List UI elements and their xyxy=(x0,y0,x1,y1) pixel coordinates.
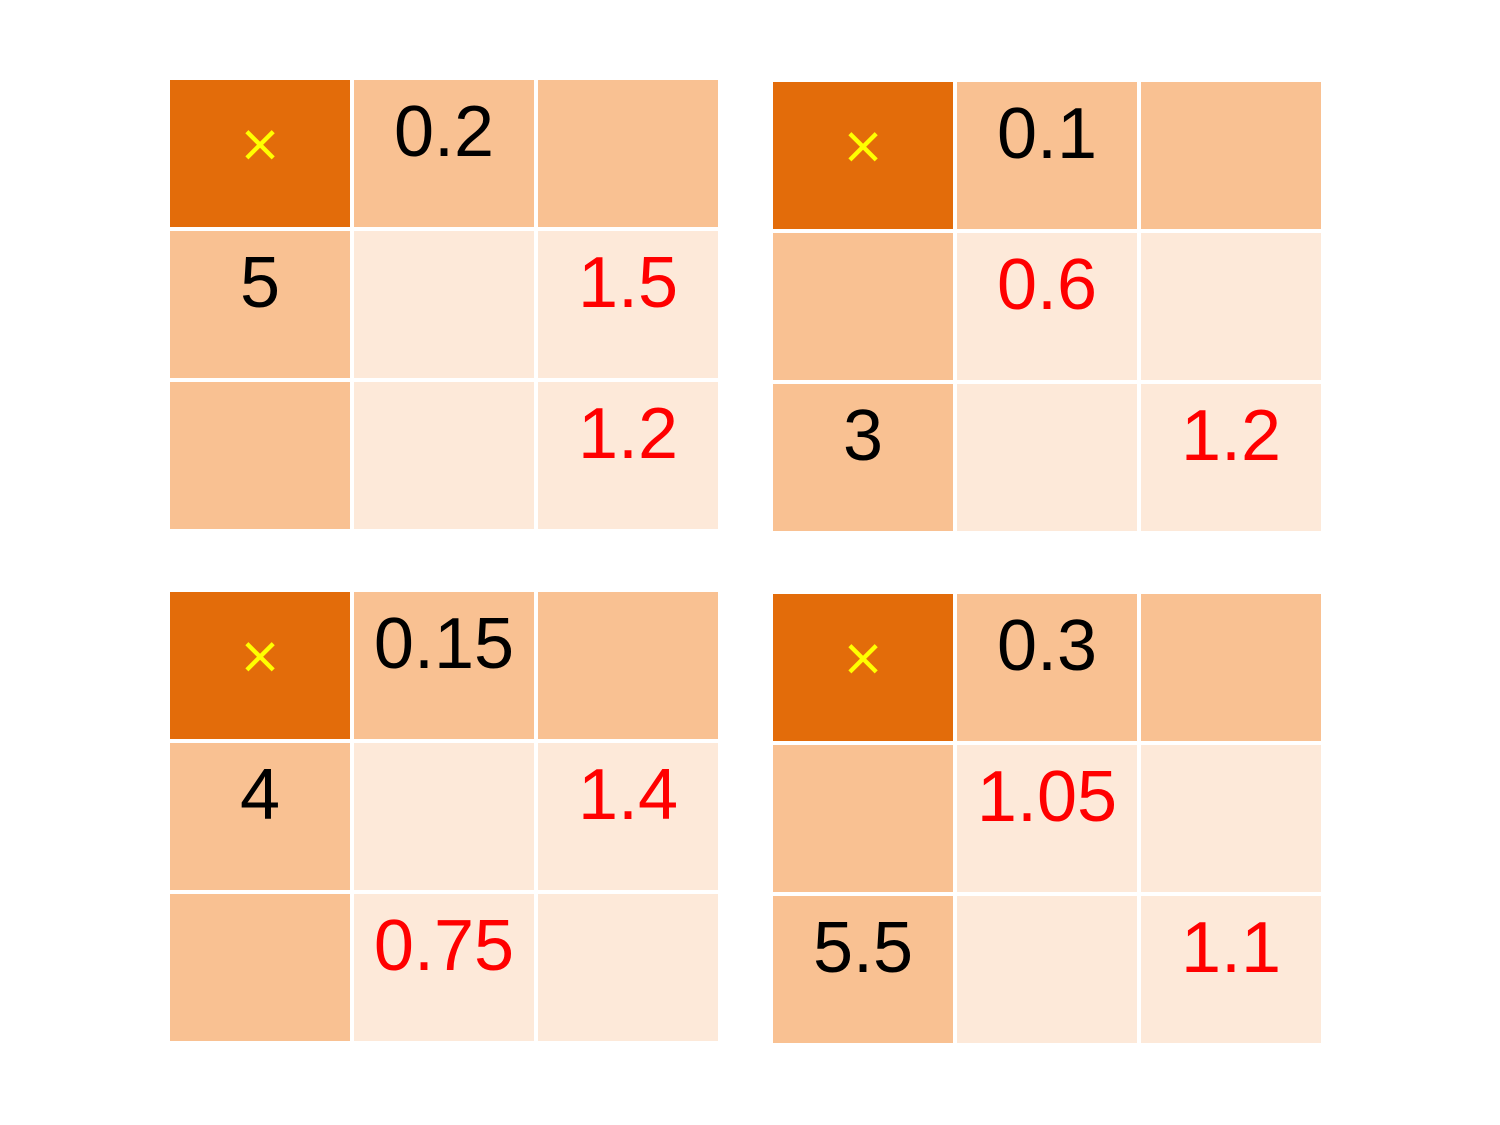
corner-cell: × xyxy=(773,82,953,229)
corner-cell: × xyxy=(170,80,350,227)
product-cell xyxy=(354,743,534,890)
column-header: 0.15 xyxy=(354,592,534,739)
product-cell: 1.4 xyxy=(538,743,718,890)
times-icon: × xyxy=(841,628,885,688)
corner-cell: × xyxy=(170,592,350,739)
product-cell xyxy=(354,382,534,529)
product-cell: 1.05 xyxy=(957,745,1137,892)
column-header: 0.2 xyxy=(354,80,534,227)
row-header: 5 xyxy=(170,231,350,378)
row-header xyxy=(773,745,953,892)
times-icon: × xyxy=(238,114,282,174)
product-cell: 0.6 xyxy=(957,233,1137,380)
column-header xyxy=(1141,594,1321,741)
multiplication-grid-2: × 0.1 0.6 3 1.2 xyxy=(773,82,1322,532)
column-header xyxy=(538,80,718,227)
product-cell xyxy=(1141,745,1321,892)
column-header: 0.3 xyxy=(957,594,1137,741)
column-header xyxy=(1141,82,1321,229)
multiplication-grid-1: × 0.2 5 1.5 1.2 xyxy=(170,80,719,530)
corner-cell: × xyxy=(773,594,953,741)
product-cell xyxy=(538,894,718,1041)
product-cell xyxy=(354,231,534,378)
product-cell: 1.2 xyxy=(538,382,718,529)
times-icon: × xyxy=(841,116,885,176)
product-cell: 1.2 xyxy=(1141,384,1321,531)
row-header: 4 xyxy=(170,743,350,890)
product-cell: 1.1 xyxy=(1141,896,1321,1043)
row-header: 5.5 xyxy=(773,896,953,1043)
product-cell: 1.5 xyxy=(538,231,718,378)
multiplication-grid-4: × 0.3 1.05 5.5 1.1 xyxy=(773,594,1322,1044)
times-icon: × xyxy=(238,626,282,686)
column-header xyxy=(538,592,718,739)
column-header: 0.1 xyxy=(957,82,1137,229)
row-header xyxy=(170,894,350,1041)
row-header xyxy=(170,382,350,529)
product-cell: 0.75 xyxy=(354,894,534,1041)
row-header xyxy=(773,233,953,380)
row-header: 3 xyxy=(773,384,953,531)
multiplication-grid-3: × 0.15 4 1.4 0.75 xyxy=(170,592,719,1042)
product-cell xyxy=(1141,233,1321,380)
product-cell xyxy=(957,896,1137,1043)
product-cell xyxy=(957,384,1137,531)
